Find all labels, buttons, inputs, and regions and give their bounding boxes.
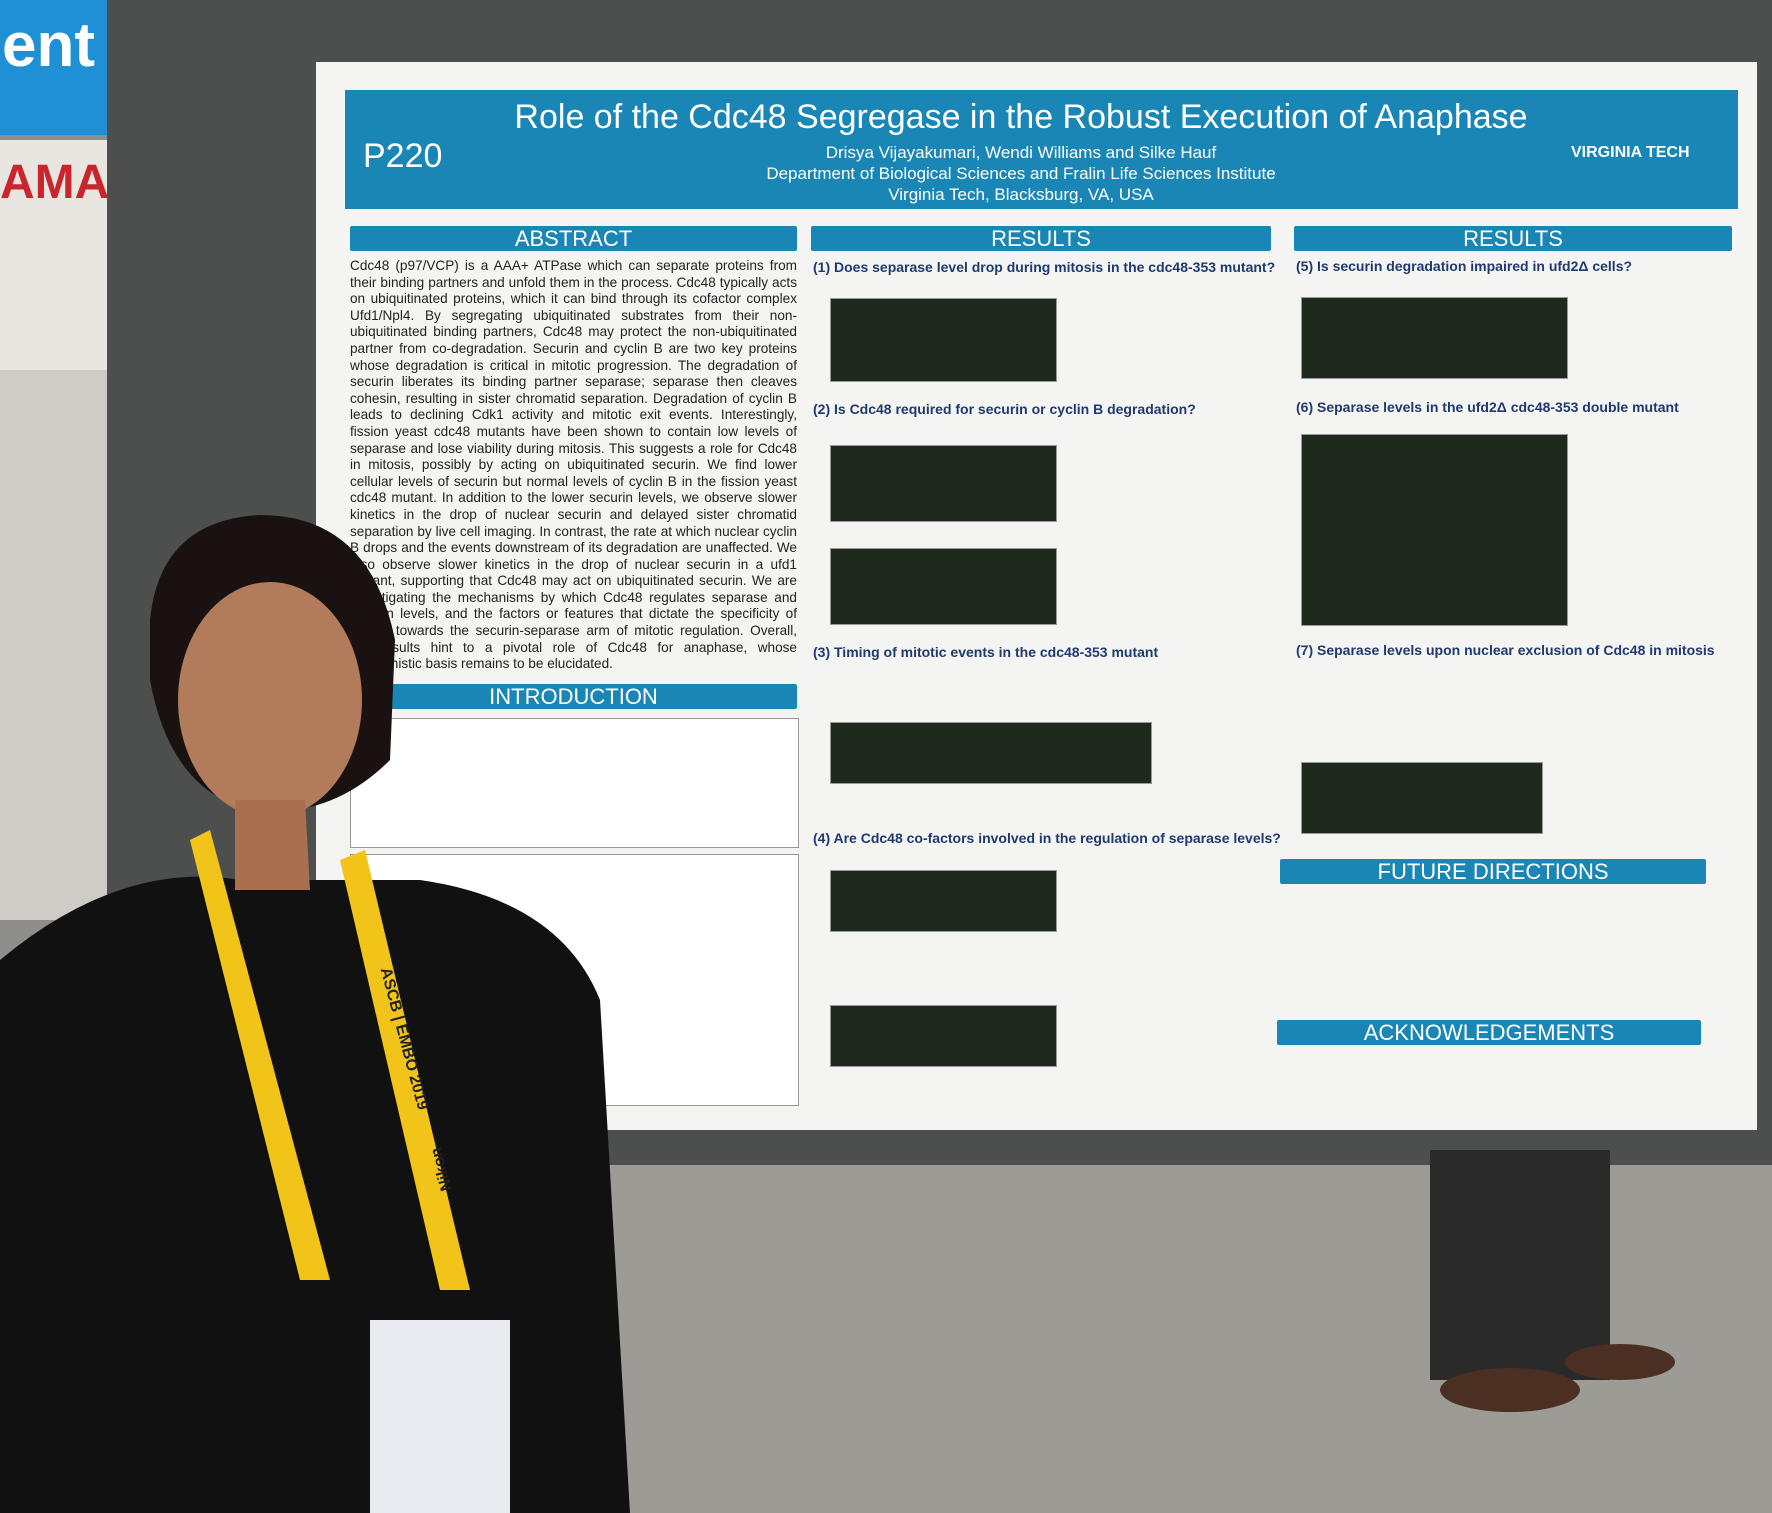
question: (5) Is securin degradation impaired in u… xyxy=(1296,258,1633,274)
authors: Drisya Vijayakumari, Wendi Williams and … xyxy=(825,143,1217,162)
question: (1) Does separase level drop during mito… xyxy=(813,259,1276,275)
poster-title: Role of the Cdc48 Segregase in the Robus… xyxy=(514,98,1528,136)
shirt xyxy=(0,876,630,1513)
poster-header xyxy=(345,90,1738,209)
visitor-legs xyxy=(1430,1150,1610,1380)
figure xyxy=(830,870,1057,932)
lanyard xyxy=(190,830,330,1280)
figure xyxy=(830,1005,1057,1067)
neck xyxy=(235,800,310,890)
figure xyxy=(1301,434,1568,626)
poster-number: P220 xyxy=(363,137,443,175)
figure xyxy=(1301,762,1543,834)
shoe xyxy=(1440,1368,1580,1412)
figure xyxy=(1301,297,1568,379)
figure xyxy=(830,445,1057,522)
program-book xyxy=(370,1320,510,1513)
intro-figure xyxy=(350,718,799,848)
section-heading: ACKNOWLEDGEMENTS xyxy=(1277,1020,1701,1045)
figure xyxy=(830,298,1057,382)
section-heading: INTRODUCTION xyxy=(350,684,797,709)
question: (7) Separase levels upon nuclear exclusi… xyxy=(1296,642,1715,658)
question: (6) Separase levels in the ufd2Δ cdc48-3… xyxy=(1296,399,1679,415)
sign-text: ent xyxy=(2,11,95,80)
sign xyxy=(0,0,107,135)
question: (4) Are Cdc48 co-factors involved in the… xyxy=(813,830,1281,846)
logo: VIRGINIA TECH xyxy=(1571,144,1690,161)
banner-text: AMA xyxy=(0,156,110,209)
shoe xyxy=(1565,1344,1675,1380)
location: Virginia Tech, Blacksburg, VA, USA xyxy=(888,185,1154,204)
poster: P220 Role of the Cdc48 Segregase in the … xyxy=(316,62,1757,1130)
booth xyxy=(0,370,107,920)
abstract-text: Cdc48 (p97/VCP) is a AAA+ ATPase which c… xyxy=(350,258,797,672)
lanyard xyxy=(340,850,470,1290)
question: (2) Is Cdc48 required for securin or cyc… xyxy=(813,401,1196,417)
section-heading: ABSTRACT xyxy=(350,226,797,251)
face xyxy=(178,582,362,818)
banner xyxy=(0,140,107,370)
question: (3) Timing of mitotic events in the cdc4… xyxy=(813,644,1159,660)
figure xyxy=(830,722,1152,784)
affiliation: Department of Biological Sciences and Fr… xyxy=(766,164,1276,183)
section-heading: FUTURE DIRECTIONS xyxy=(1280,859,1706,884)
section-heading: RESULTS xyxy=(1294,226,1732,251)
section-heading: RESULTS xyxy=(811,226,1271,251)
figure xyxy=(830,548,1057,625)
